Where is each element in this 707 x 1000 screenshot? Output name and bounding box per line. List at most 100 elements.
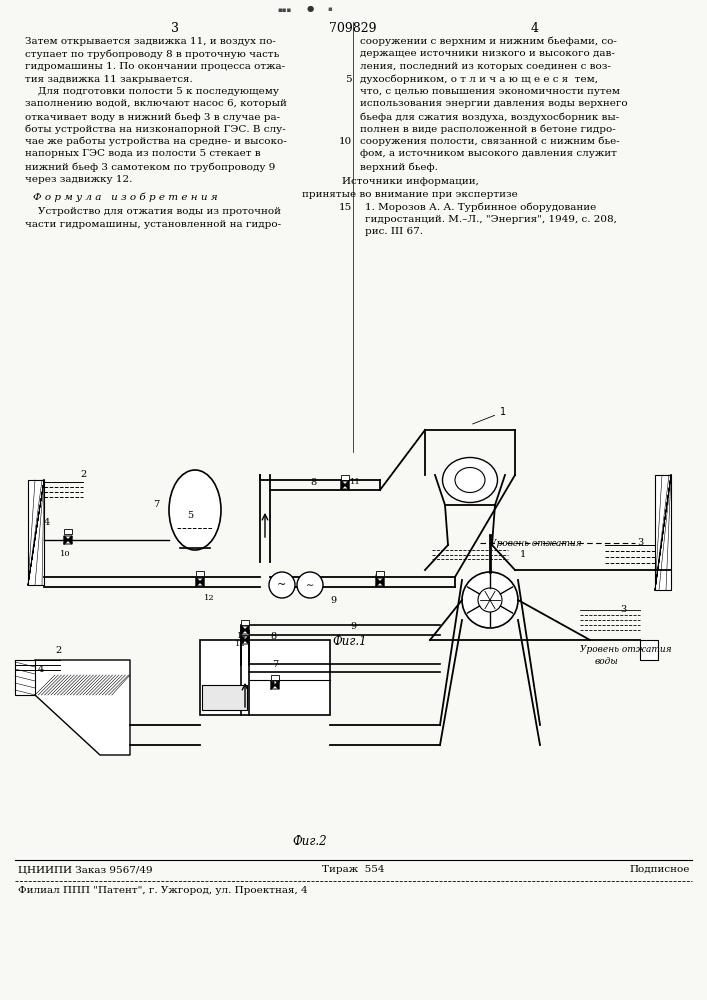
Text: ЦНИИПИ Заказ 9567/49: ЦНИИПИ Заказ 9567/49 [18, 865, 153, 874]
Polygon shape [245, 636, 249, 644]
Ellipse shape [443, 458, 498, 502]
Text: 6: 6 [375, 572, 380, 580]
Text: через задвижку 12.: через задвижку 12. [25, 174, 132, 184]
Text: 15: 15 [339, 202, 352, 212]
Text: гидростанций. М.–Л., "Энергия", 1949, с. 208,: гидростанций. М.–Л., "Энергия", 1949, с.… [365, 215, 617, 224]
Text: Подписное: Подписное [630, 865, 690, 874]
Text: ▪: ▪ [327, 6, 332, 12]
Polygon shape [200, 578, 204, 586]
Polygon shape [376, 578, 380, 586]
Text: 9: 9 [330, 596, 336, 605]
Text: ▪▪▪: ▪▪▪ [278, 7, 292, 13]
Text: полнен в виде расположенной в бетоне гидро-: полнен в виде расположенной в бетоне гид… [360, 124, 616, 134]
Ellipse shape [455, 468, 485, 492]
Text: сооружения полости, связанной с нижним бье-: сооружения полости, связанной с нижним б… [360, 137, 620, 146]
Text: откачивает воду в нижний бьеф 3 в случае ра-: откачивает воду в нижний бьеф 3 в случае… [25, 112, 280, 121]
Polygon shape [196, 578, 200, 586]
Text: верхний бьеф.: верхний бьеф. [360, 162, 438, 172]
Text: нижний бьеф 3 самотеком по трубопроводу 9: нижний бьеф 3 самотеком по трубопроводу … [25, 162, 275, 172]
Bar [200, 640, 330, 715]
Text: напорных ГЭС вода из полости 5 стекает в: напорных ГЭС вода из полости 5 стекает в [25, 149, 261, 158]
Text: Ф о р м у л а   и з о б р е т е н и я: Ф о р м у л а и з о б р е т е н и я [33, 193, 218, 202]
Text: 1: 1 [520, 550, 526, 559]
Bar [241, 620, 249, 625]
Text: 2: 2 [80, 470, 86, 479]
Text: 5: 5 [187, 510, 193, 520]
Polygon shape [64, 536, 68, 544]
Text: Фиг.1: Фиг.1 [333, 635, 368, 648]
Circle shape [478, 588, 502, 612]
Bar [196, 571, 204, 576]
Text: 4: 4 [44, 518, 50, 527]
Text: фом, а источником высокого давления служит: фом, а источником высокого давления служ… [360, 149, 617, 158]
Polygon shape [341, 481, 345, 489]
Text: 5: 5 [212, 693, 218, 702]
Text: 4: 4 [38, 665, 45, 674]
Text: Уровень отжатия: Уровень отжатия [580, 645, 672, 654]
Text: 3: 3 [171, 22, 179, 35]
Text: воды: воды [595, 657, 619, 666]
Text: 8: 8 [310, 478, 316, 487]
Circle shape [462, 572, 518, 628]
Polygon shape [241, 626, 245, 634]
Text: что, с целью повышения экономичности путем: что, с целью повышения экономичности пут… [360, 87, 620, 96]
Text: принятые во внимание при экспертизе: принятые во внимание при экспертизе [302, 190, 518, 199]
Polygon shape [380, 578, 384, 586]
Text: заполнению водой, включают насос 6, который: заполнению водой, включают насос 6, кото… [25, 100, 287, 108]
Text: ∼: ∼ [306, 580, 314, 590]
Text: 11: 11 [350, 478, 361, 486]
Text: 12: 12 [204, 594, 215, 602]
Bar [15, 660, 35, 695]
Text: 7: 7 [272, 660, 279, 669]
Polygon shape [241, 636, 245, 644]
Circle shape [269, 572, 295, 598]
Text: 10: 10 [59, 550, 70, 558]
Text: 1: 1 [472, 407, 506, 424]
Text: 5: 5 [346, 75, 352, 84]
Bar [28, 480, 44, 585]
Text: части гидромашины, установленной на гидро-: части гидромашины, установленной на гидр… [25, 220, 281, 229]
Text: гидромашины 1. По окончании процесса отжа-: гидромашины 1. По окончании процесса отж… [25, 62, 285, 71]
Text: держащее источники низкого и высокого дав-: держащее источники низкого и высокого да… [360, 49, 615, 58]
Text: Затем открывается задвижка 11, и воздух по-: Затем открывается задвижка 11, и воздух … [25, 37, 276, 46]
Text: тия задвижка 11 закрывается.: тия задвижка 11 закрывается. [25, 75, 193, 84]
Text: 2: 2 [55, 646, 62, 655]
Text: ступает по трубопроводу 8 в проточную часть: ступает по трубопроводу 8 в проточную ча… [25, 49, 279, 59]
Text: бьефа для сжатия воздуха, воздухосборник вы-: бьефа для сжатия воздуха, воздухосборник… [360, 112, 619, 121]
Text: 3: 3 [637, 538, 643, 547]
Bar [640, 640, 658, 660]
Text: 11: 11 [237, 632, 247, 640]
Polygon shape [245, 626, 249, 634]
Polygon shape [271, 681, 275, 689]
Text: 709829: 709829 [329, 22, 377, 35]
Text: Для подготовки полости 5 к последующему: Для подготовки полости 5 к последующему [25, 87, 279, 96]
Text: Филиал ППП "Патент", г. Ужгород, ул. Проектная, 4: Филиал ППП "Патент", г. Ужгород, ул. Про… [18, 886, 308, 895]
Text: Уровень отжатия: Уровень отжатия [490, 539, 582, 548]
Text: 4: 4 [531, 22, 539, 35]
Text: 10: 10 [271, 677, 281, 685]
Text: чае же работы устройства на средне- и высоко-: чае же работы устройства на средне- и вы… [25, 137, 287, 146]
Text: 8: 8 [270, 632, 276, 641]
Bar [271, 675, 279, 680]
Text: рис. III 67.: рис. III 67. [365, 228, 423, 236]
Text: боты устройства на низконапорной ГЭС. В слу-: боты устройства на низконапорной ГЭС. В … [25, 124, 286, 134]
Polygon shape [68, 536, 72, 544]
Text: Источники информации,: Источники информации, [341, 178, 479, 186]
Text: сооружении с верхним и нижним бьефами, со-: сооружении с верхним и нижним бьефами, с… [360, 37, 617, 46]
Bar [341, 475, 349, 480]
Polygon shape [345, 481, 349, 489]
Text: ~: ~ [277, 580, 286, 590]
Ellipse shape [169, 470, 221, 550]
Text: духосборником, о т л и ч а ю щ е е с я  тем,: духосборником, о т л и ч а ю щ е е с я т… [360, 75, 598, 84]
Text: 3: 3 [620, 605, 626, 614]
Polygon shape [275, 681, 279, 689]
Text: ления, последний из которых соединен с воз-: ления, последний из которых соединен с в… [360, 62, 611, 71]
Bar [376, 571, 384, 576]
Text: 10: 10 [339, 137, 352, 146]
Text: 9: 9 [350, 622, 356, 631]
Bar [241, 630, 249, 635]
Text: 1. Морозов А. А. Турбинное оборудование: 1. Морозов А. А. Турбинное оборудование [365, 202, 596, 212]
Text: 12: 12 [235, 640, 245, 648]
Text: Устройство для отжатия воды из проточной: Устройство для отжатия воды из проточной [25, 208, 281, 217]
Text: 7: 7 [153, 500, 159, 509]
